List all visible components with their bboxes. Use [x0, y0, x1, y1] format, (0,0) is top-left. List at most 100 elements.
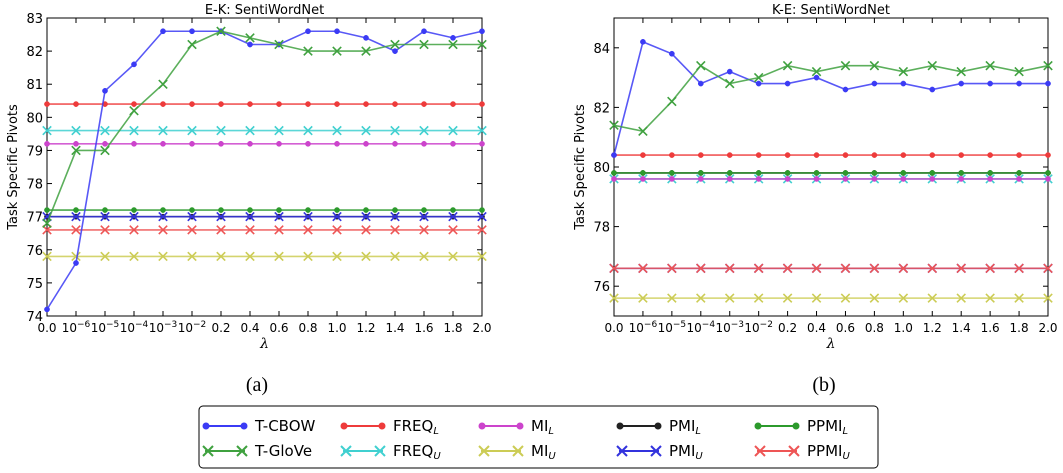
data-point: [129, 225, 139, 235]
data-point: [669, 50, 675, 57]
data-point: [811, 293, 822, 303]
data-point: [1016, 80, 1022, 87]
data-point: [985, 60, 995, 71]
y-tick-label: 84: [593, 42, 610, 57]
data-point: [218, 140, 224, 147]
data-point: [871, 80, 878, 87]
data-point: [611, 176, 617, 182]
legend-marker: [240, 422, 248, 430]
data-point: [42, 218, 52, 229]
series-t-glove: [42, 26, 487, 229]
legend-marker: [202, 422, 210, 430]
legend-marker: [654, 422, 662, 430]
data-point: [1014, 293, 1024, 303]
data-point: [755, 176, 762, 182]
data-point: [697, 80, 704, 87]
data-point: [216, 125, 226, 136]
series-line: [46, 30, 483, 310]
data-point: [131, 207, 137, 213]
data-point: [697, 176, 704, 182]
data-point: [898, 293, 909, 303]
data-point: [842, 86, 849, 93]
data-point: [419, 39, 429, 50]
x-tick-label: 10−5: [658, 320, 687, 335]
data-point: [100, 145, 110, 156]
data-point: [303, 225, 313, 235]
data-point: [361, 125, 371, 136]
data-point: [958, 176, 965, 182]
data-point: [900, 80, 907, 87]
data-point: [871, 176, 878, 182]
data-point: [869, 263, 880, 274]
data-point: [724, 293, 735, 303]
x-tick-label: 10−6: [62, 320, 91, 335]
data-point: [216, 225, 226, 235]
series-ppmi-l: [611, 170, 1051, 176]
data-point: [448, 225, 458, 235]
series-freq-l: [44, 101, 485, 107]
data-point: [696, 263, 706, 274]
x-tick-label: 1.2: [356, 321, 375, 335]
data-point: [334, 207, 340, 213]
series-t-cbow: [611, 38, 1051, 158]
data-point: [276, 101, 282, 107]
data-point: [956, 66, 966, 77]
data-point: [390, 125, 400, 136]
data-point: [987, 152, 993, 158]
legend-label: PMIU: [669, 442, 703, 462]
x-tick-label: 10−3: [149, 320, 178, 335]
x-tick-label: 1.6: [414, 321, 433, 335]
data-point: [669, 170, 675, 176]
series-mi-l: [44, 140, 485, 147]
legend-label: T-CBOW: [254, 417, 316, 435]
data-point: [753, 72, 764, 83]
data-point: [842, 176, 849, 182]
x-tick-label: 0.4: [240, 321, 259, 335]
data-point: [477, 39, 487, 50]
data-point: [811, 263, 822, 274]
x-tick-label: 1.0: [327, 321, 346, 335]
data-point: [131, 140, 137, 147]
data-point: [842, 152, 849, 158]
data-point: [450, 101, 456, 107]
legend-marker: [754, 445, 766, 457]
data-point: [669, 176, 675, 182]
data-point: [158, 225, 168, 235]
data-point: [898, 66, 909, 77]
data-point: [611, 152, 617, 158]
x-tick-label: 2.0: [1038, 321, 1057, 335]
legend-entry-ppmi-l: PPMIL: [754, 417, 848, 437]
data-point: [73, 207, 79, 213]
data-point: [42, 251, 52, 262]
data-point: [276, 140, 282, 147]
data-point: [274, 211, 284, 222]
data-point: [361, 46, 371, 56]
data-point: [898, 263, 909, 274]
data-point: [755, 80, 762, 87]
data-point: [477, 125, 487, 136]
legend-label: PPMIL: [807, 417, 848, 437]
data-point: [1045, 176, 1051, 182]
data-point: [987, 80, 993, 87]
data-point: [421, 101, 427, 107]
series-ppmi-l: [44, 207, 485, 213]
data-point: [840, 60, 851, 71]
data-point: [1043, 293, 1053, 303]
data-point: [724, 263, 735, 274]
data-point: [334, 101, 340, 107]
data-point: [363, 140, 369, 147]
data-point: [929, 170, 936, 176]
data-point: [274, 39, 284, 50]
data-point: [390, 225, 400, 235]
legend-marker: [478, 422, 486, 430]
data-point: [160, 207, 166, 213]
data-point: [840, 293, 851, 303]
data-point: [869, 293, 880, 303]
data-point: [726, 176, 733, 182]
legend-marker: [516, 422, 524, 430]
data-point: [638, 126, 648, 137]
data-point: [927, 293, 938, 303]
legend-marker: [792, 422, 800, 430]
data-point: [929, 152, 936, 158]
data-point: [929, 86, 936, 93]
